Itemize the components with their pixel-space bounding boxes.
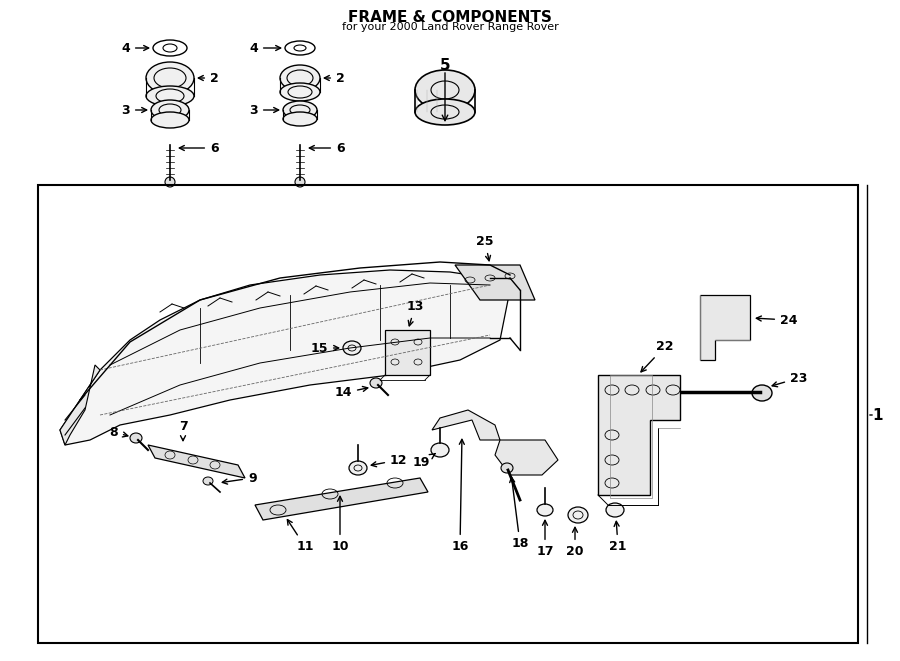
Text: 21: 21: [609, 522, 626, 553]
Text: 4: 4: [122, 42, 148, 54]
Text: 8: 8: [110, 426, 128, 438]
Ellipse shape: [343, 341, 361, 355]
Ellipse shape: [431, 443, 449, 457]
Text: 3: 3: [249, 104, 279, 116]
Text: 14: 14: [335, 387, 368, 399]
Text: 3: 3: [122, 104, 147, 116]
Text: 2: 2: [198, 71, 219, 85]
Text: 9: 9: [222, 471, 256, 485]
Ellipse shape: [283, 112, 317, 126]
Ellipse shape: [285, 41, 315, 55]
Ellipse shape: [752, 385, 772, 401]
Ellipse shape: [283, 101, 317, 119]
Text: 20: 20: [566, 527, 584, 558]
Text: 22: 22: [641, 340, 674, 372]
Ellipse shape: [146, 86, 194, 106]
Ellipse shape: [349, 461, 367, 475]
Polygon shape: [700, 295, 750, 360]
Ellipse shape: [153, 40, 187, 56]
Polygon shape: [148, 445, 245, 478]
Ellipse shape: [151, 100, 189, 120]
Text: 5: 5: [440, 58, 450, 73]
Text: 7: 7: [178, 420, 187, 441]
Text: 19: 19: [412, 453, 436, 469]
Ellipse shape: [415, 99, 475, 125]
Ellipse shape: [151, 112, 189, 128]
Polygon shape: [598, 375, 680, 495]
Text: 13: 13: [406, 300, 424, 326]
Ellipse shape: [295, 177, 305, 187]
Text: 17: 17: [536, 520, 554, 558]
Ellipse shape: [130, 433, 142, 443]
Polygon shape: [385, 330, 430, 375]
Text: FRAME & COMPONENTS: FRAME & COMPONENTS: [348, 10, 552, 25]
Ellipse shape: [568, 507, 588, 523]
Bar: [38, 185, 858, 643]
Ellipse shape: [501, 463, 513, 473]
Ellipse shape: [537, 504, 553, 516]
Polygon shape: [455, 265, 535, 300]
Text: 11: 11: [287, 520, 314, 553]
Ellipse shape: [415, 70, 475, 110]
Text: 2: 2: [324, 71, 345, 85]
Text: 10: 10: [331, 496, 349, 553]
Polygon shape: [60, 365, 100, 445]
Ellipse shape: [606, 503, 624, 517]
Text: 12: 12: [372, 453, 408, 467]
Text: 15: 15: [310, 342, 338, 354]
Text: 25: 25: [476, 235, 494, 261]
Ellipse shape: [165, 177, 175, 187]
Ellipse shape: [203, 477, 213, 485]
Polygon shape: [255, 478, 428, 520]
Text: 4: 4: [249, 42, 281, 54]
Text: 23: 23: [772, 371, 807, 387]
Text: for your 2000 Land Rover Range Rover: for your 2000 Land Rover Range Rover: [342, 22, 558, 32]
Text: 6: 6: [310, 141, 345, 155]
Text: 6: 6: [179, 141, 219, 155]
Text: 16: 16: [451, 440, 469, 553]
Ellipse shape: [280, 65, 320, 91]
Text: 1: 1: [873, 407, 883, 422]
Polygon shape: [432, 410, 500, 440]
Ellipse shape: [146, 62, 194, 94]
Text: 24: 24: [756, 313, 797, 327]
Polygon shape: [60, 270, 510, 445]
Text: 18: 18: [509, 477, 528, 550]
Ellipse shape: [370, 378, 382, 388]
Ellipse shape: [280, 83, 320, 101]
Polygon shape: [495, 440, 558, 475]
